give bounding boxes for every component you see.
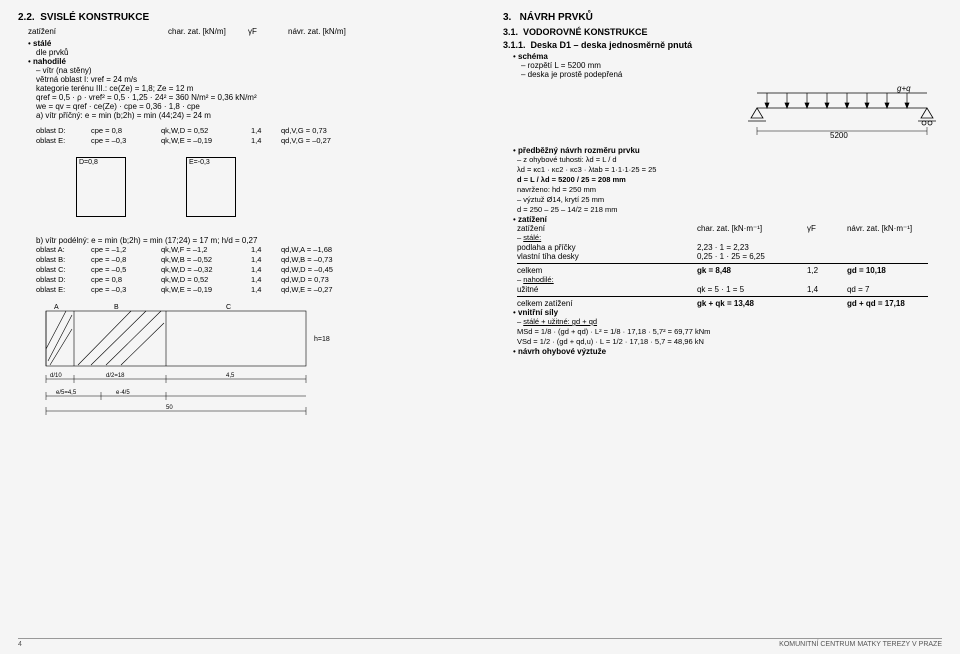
svg-text:h=18: h=18 bbox=[314, 336, 330, 343]
wind-a: a) vítr příčný: e = min (b;2h) = min (44… bbox=[36, 111, 479, 120]
table-cell: oblast D: bbox=[36, 126, 91, 136]
table-cell: 1,4 bbox=[251, 255, 281, 265]
d-calc: d = L / λd = 5200 / 25 = 208 mm bbox=[517, 175, 942, 184]
svg-text:d/2=18: d/2=18 bbox=[106, 373, 125, 379]
svg-text:A: A bbox=[54, 304, 59, 311]
podeprena: – deska je prostě podepřená bbox=[521, 70, 942, 79]
doc-title: KOMUNITNÍ CENTRUM MATKY TEREZY V PRAZE bbox=[779, 641, 942, 648]
zatizeni-bullet: • zatížení bbox=[513, 215, 942, 224]
table-cell: 1,4 bbox=[251, 126, 281, 136]
table-cell: qd,W,B = –0,73 bbox=[281, 255, 337, 265]
rozpeti: – rozpětí L = 5200 mm bbox=[521, 61, 942, 70]
table-cell: qd,W,A = –1,68 bbox=[281, 245, 337, 255]
zat-header: zatížení char. zat. [kN·m⁻¹] γF návr. za… bbox=[517, 224, 942, 233]
svg-text:d/10: d/10 bbox=[50, 373, 62, 379]
beam-sketch: g+q 5200 bbox=[503, 83, 942, 140]
table-cell: 1,4 bbox=[251, 136, 281, 146]
table-cell: cpe = –0,3 bbox=[91, 285, 161, 295]
svg-text:C: C bbox=[226, 304, 231, 311]
page-num: 4 bbox=[18, 641, 22, 648]
table-cell: cpe = –0,3 bbox=[91, 136, 161, 146]
table-cell: qk,W,B = –0,52 bbox=[161, 255, 251, 265]
table-cell: qd,W,D = –0,45 bbox=[281, 265, 337, 275]
table-cell: cpe = –0,8 bbox=[91, 255, 161, 265]
table-cell: qk,W,E = –0,19 bbox=[161, 285, 251, 295]
table-cell: qd,V,G = 0,73 bbox=[281, 126, 335, 136]
pricny-sketch: D=0,8 E=-0,3 bbox=[36, 152, 479, 232]
dle-prvku: dle prvků bbox=[36, 48, 479, 57]
sec311: 3.1.1. Deska D1 – deska jednosměrně pnut… bbox=[503, 40, 942, 50]
table-cell: qk,W,E = –0,19 bbox=[161, 136, 251, 146]
uzitne-row: užitné qk = 5 · 1 = 5 1,4 qd = 7 bbox=[517, 285, 942, 294]
svg-text:5200: 5200 bbox=[830, 131, 848, 138]
table-cell: cpe = –0,5 bbox=[91, 265, 161, 275]
predbezny-bullet: • předběžný návrh rozměru prvku bbox=[513, 146, 942, 155]
table-cell: qk,W,F = –1,2 bbox=[161, 245, 251, 255]
navrzeno: navrženo: hd = 250 mm bbox=[517, 185, 942, 194]
schema-bullet: • schéma bbox=[513, 52, 942, 61]
table-cell: oblast D: bbox=[36, 275, 91, 285]
svg-text:B: B bbox=[114, 304, 119, 311]
right-column: 3. NÁVRH PRVKŮ 3.1. VODOROVNÉ KONSTRUKCE… bbox=[503, 12, 942, 425]
table-cell: qk,W,D = 0,52 bbox=[161, 275, 251, 285]
vyztuz: – výztuž Ø14, krytí 25 mm bbox=[517, 195, 942, 204]
load-row: vlastní tíha desky0,25 · 1 · 25 = 6,25 bbox=[517, 252, 942, 261]
load-row: podlaha a příčky2,23 · 1 = 2,23 bbox=[517, 243, 942, 252]
sec22: 2.2. SVISLÉ KONSTRUKCE bbox=[18, 12, 479, 23]
celkem1: celkem gk = 8,48 1,2 gd = 10,18 bbox=[517, 266, 942, 275]
tuhost: – z ohybové tuhosti: λd = L / d bbox=[517, 155, 942, 164]
table-cell: qk,W,D = –0,32 bbox=[161, 265, 251, 275]
celkem-zat: celkem zatížení gk + qk = 13,48 gd + qd … bbox=[517, 299, 942, 308]
podelny-table: oblast A:cpe = –1,2qk,W,F = –1,21,4qd,W,… bbox=[36, 245, 337, 295]
stale-bullet: • stálé bbox=[28, 39, 479, 48]
svg-text:e/5=4,5: e/5=4,5 bbox=[56, 390, 77, 396]
noh-bullet: • návrh ohybové výztuže bbox=[513, 347, 942, 356]
wind-b: b) vítr podélný: e = min (b;2h) = min (1… bbox=[36, 236, 479, 245]
table-cell: 1,4 bbox=[251, 245, 281, 255]
table-cell: 1,4 bbox=[251, 265, 281, 275]
wind-l4: we = qv = qref · ce(Ze) · cpe = 0,36 · 1… bbox=[36, 102, 479, 111]
table-cell: oblast C: bbox=[36, 265, 91, 275]
nahodile-bullet: • nahodilé bbox=[28, 57, 479, 66]
table-cell: qd,V,G = –0,27 bbox=[281, 136, 335, 146]
stale2: – stálé: bbox=[517, 233, 942, 242]
svg-text:4,5: 4,5 bbox=[226, 373, 235, 379]
table-cell: qd,W,D = 0,73 bbox=[281, 275, 337, 285]
nahodile2: – nahodilé: bbox=[517, 275, 942, 284]
msd: MSd = 1/8 · (gd + qd) · L² = 1/8 · 17,18… bbox=[517, 327, 942, 336]
vs-bullet: • vnitřní síly bbox=[513, 308, 942, 317]
table-cell: qd,W,E = –0,27 bbox=[281, 285, 337, 295]
pricny-table: oblast D:cpe = 0,8qk,W,D = 0,521,4qd,V,G… bbox=[36, 126, 335, 146]
table-cell: cpe = 0,8 bbox=[91, 275, 161, 285]
lambda-calc: λd = κc1 · κc2 · κc3 · λtab = 1·1·1·25 =… bbox=[517, 165, 942, 174]
table-cell: cpe = 0,8 bbox=[91, 126, 161, 136]
table-cell: cpe = –1,2 bbox=[91, 245, 161, 255]
d-val: d = 250 – 25 – 14/2 = 218 mm bbox=[517, 205, 942, 214]
wind-intro: – vítr (na stěny) bbox=[36, 66, 479, 75]
wind-l1: větrná oblast I: vref = 24 m/s bbox=[36, 75, 479, 84]
table-cell: oblast B: bbox=[36, 255, 91, 265]
svg-text:g+q: g+q bbox=[897, 84, 911, 93]
sec31: 3.1. VODOROVNÉ KONSTRUKCE bbox=[503, 27, 942, 37]
table-cell: oblast A: bbox=[36, 245, 91, 255]
left-column: 2.2. SVISLÉ KONSTRUKCE zatížení char. za… bbox=[18, 12, 479, 425]
table-cell: qk,W,D = 0,52 bbox=[161, 126, 251, 136]
table-cell: oblast E: bbox=[36, 285, 91, 295]
sec3: 3. NÁVRH PRVKŮ bbox=[503, 12, 942, 23]
table-cell: oblast E: bbox=[36, 136, 91, 146]
podelny-plan-sketch: A B C h=18 d/10 d/2=18 4,5 e/5=4,5 e·4/5 bbox=[36, 301, 479, 423]
wind-l3: qref = 0,5 · ρ · vref² = 0,5 · 1,25 · 24… bbox=[36, 93, 479, 102]
stale-uzitne: – stálé + užitné: gd + qd bbox=[517, 317, 942, 326]
table-cell: 1,4 bbox=[251, 275, 281, 285]
wind-l2: kategorie terénu III.: ce(Ze) = 1,8; Ze … bbox=[36, 84, 479, 93]
svg-text:e·4/5: e·4/5 bbox=[116, 390, 130, 396]
svg-text:50: 50 bbox=[166, 405, 173, 411]
table-cell: 1,4 bbox=[251, 285, 281, 295]
vsd: VSd = 1/2 · (gd + qd,u) · L = 1/2 · 17,1… bbox=[517, 337, 942, 346]
left-table-header: zatížení char. zat. [kN/m] γF návr. zat.… bbox=[28, 27, 479, 36]
page-footer: 4 KOMUNITNÍ CENTRUM MATKY TEREZY V PRAZE bbox=[18, 638, 942, 648]
